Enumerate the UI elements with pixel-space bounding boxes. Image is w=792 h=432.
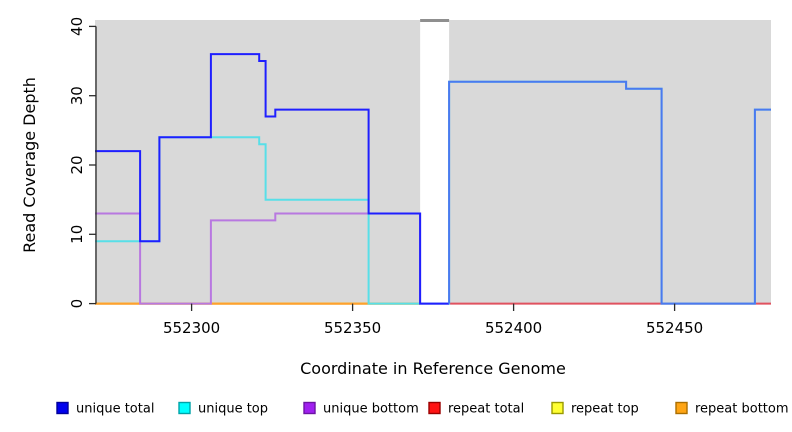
- x-tick-label: 552300: [163, 319, 220, 337]
- legend-item-repeat-top: repeat top: [551, 401, 639, 417]
- y-tick-label: 10: [68, 225, 86, 244]
- legend: unique total unique top unique bottom re…: [56, 401, 789, 417]
- legend-label: repeat top: [571, 402, 639, 417]
- legend-swatch-unique-bottom: [303, 401, 316, 415]
- x-axis: 552300 552350 552400 552450 Coordinate i…: [163, 303, 703, 378]
- y-axis-title: Read Coverage Depth: [20, 77, 39, 253]
- series-line-unique-total: [448, 80, 771, 305]
- legend-swatch-repeat-total: [428, 401, 441, 415]
- legend-label: unique bottom: [323, 402, 419, 417]
- legend-swatch-unique-top: [178, 401, 191, 415]
- legend-label: unique total: [76, 402, 154, 417]
- y-tick-label: 30: [68, 86, 86, 105]
- legend-swatch-unique-total: [56, 401, 69, 415]
- legend-label: unique top: [198, 402, 268, 417]
- y-tick-label: 0: [68, 299, 86, 309]
- y-tick-label: 20: [68, 155, 86, 174]
- legend-item-unique-total: unique total: [56, 401, 154, 417]
- coverage-region-background: [95, 20, 421, 304]
- legend-swatch-repeat-top: [551, 401, 564, 415]
- legend-label: repeat bottom: [695, 402, 789, 417]
- legend-item-unique-bottom: unique bottom: [303, 401, 419, 417]
- legend-swatch-repeat-bottom: [675, 401, 688, 415]
- gap-cap: [420, 19, 450, 22]
- x-tick-label: 552450: [646, 319, 703, 337]
- legend-item-repeat-total: repeat total: [428, 401, 524, 417]
- x-tick-label: 552350: [324, 319, 381, 337]
- legend-item-unique-top: unique top: [178, 401, 268, 417]
- series-line-unique-total: [95, 53, 450, 305]
- legend-label: repeat total: [448, 402, 524, 417]
- x-axis-title: Coordinate in Reference Genome: [300, 359, 566, 378]
- y-tick-label: 40: [68, 17, 86, 36]
- y-axis: 0 10 20 30 40 Read Coverage Depth: [20, 17, 97, 309]
- plot-area: [95, 19, 771, 305]
- x-tick-label: 552400: [485, 319, 542, 337]
- legend-item-repeat-bottom: repeat bottom: [675, 401, 789, 417]
- coverage-region-background: [449, 20, 771, 304]
